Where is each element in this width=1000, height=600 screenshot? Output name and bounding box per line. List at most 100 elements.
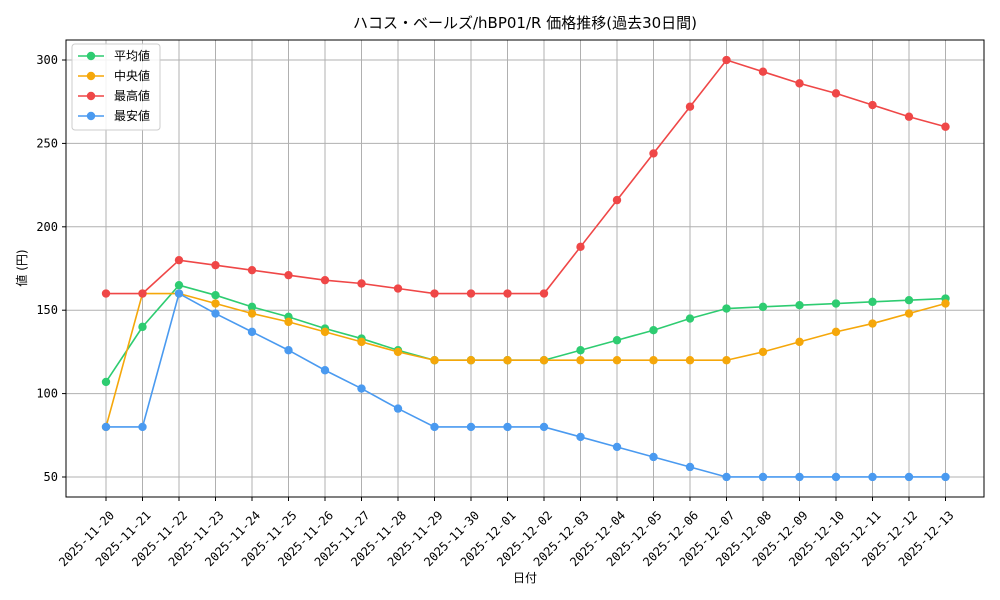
data-point-min xyxy=(174,289,184,298)
data-point-min xyxy=(941,472,950,482)
data-point-max xyxy=(904,112,914,121)
data-point-median xyxy=(576,356,585,365)
legend-marker-min xyxy=(86,111,96,121)
y-tick-label: 250 xyxy=(36,136,58,150)
data-point-average xyxy=(685,314,695,323)
data-point-min xyxy=(576,432,585,442)
legend-marker-median xyxy=(86,71,96,81)
data-point-average xyxy=(868,297,877,307)
data-point-min xyxy=(795,472,804,482)
data-point-max xyxy=(284,270,293,280)
data-point-max xyxy=(247,265,257,275)
data-point-max xyxy=(795,79,804,88)
data-point-min xyxy=(320,366,330,375)
data-point-average xyxy=(758,302,768,312)
series-layer xyxy=(101,55,950,482)
data-point-average xyxy=(904,295,914,305)
data-point-min xyxy=(503,422,512,432)
data-point-median xyxy=(430,356,439,365)
data-point-average xyxy=(101,377,111,387)
data-point-min xyxy=(247,327,257,337)
data-point-max xyxy=(430,289,439,298)
legend-label-max: 最高値 xyxy=(114,88,150,103)
data-point-median xyxy=(284,317,293,327)
data-point-median xyxy=(503,356,512,365)
data-point-min xyxy=(539,422,549,432)
data-point-median xyxy=(211,299,220,308)
data-point-average xyxy=(722,304,731,313)
series-line-min xyxy=(106,292,946,478)
data-point-max xyxy=(503,289,512,298)
data-point-max xyxy=(758,67,768,76)
data-point-min xyxy=(904,472,914,482)
series-line-max xyxy=(106,59,946,295)
data-point-median xyxy=(393,347,403,357)
y-axis-title: 値 (円) xyxy=(14,249,29,286)
data-point-average xyxy=(795,300,804,310)
y-tick-label: 300 xyxy=(36,53,58,67)
data-point-median xyxy=(831,327,841,337)
data-point-average xyxy=(247,302,257,312)
data-point-median xyxy=(795,337,804,347)
data-point-min xyxy=(466,422,476,432)
data-point-min xyxy=(868,472,877,482)
data-point-median xyxy=(649,356,658,365)
data-point-min xyxy=(612,442,622,452)
data-point-median xyxy=(320,327,330,337)
data-point-median xyxy=(612,356,622,365)
y-tick-label: 200 xyxy=(36,220,58,234)
data-point-max xyxy=(138,289,147,298)
data-point-median xyxy=(357,337,366,347)
data-point-min xyxy=(393,404,403,413)
data-point-min xyxy=(722,472,731,482)
data-point-average xyxy=(138,322,147,332)
data-point-max xyxy=(539,289,549,298)
data-point-min xyxy=(649,452,658,462)
chart-title: ハコス・ベールズ/hBP01/R 価格推移(過去30日間) xyxy=(353,14,697,32)
data-point-max xyxy=(101,289,111,298)
data-point-max xyxy=(649,149,658,158)
y-tick-label: 50 xyxy=(44,470,58,484)
data-point-min xyxy=(430,422,439,432)
data-point-min xyxy=(138,422,147,432)
data-point-median xyxy=(941,299,950,308)
data-point-max xyxy=(685,102,695,111)
y-tick-label: 100 xyxy=(36,387,58,401)
y-axis-ticks: 50 100 150 200 250 300 xyxy=(36,53,66,484)
data-point-max xyxy=(320,275,330,285)
data-point-median xyxy=(722,356,731,365)
data-point-max xyxy=(722,55,731,65)
data-point-max xyxy=(174,255,184,265)
data-point-median xyxy=(868,319,877,328)
data-point-average xyxy=(211,290,220,300)
legend-label-median: 中央値 xyxy=(114,68,150,83)
data-point-average xyxy=(649,326,658,335)
data-point-min xyxy=(685,462,695,472)
legend-marker-average xyxy=(86,51,96,61)
legend-marker-max xyxy=(86,91,96,101)
series-line-average xyxy=(105,284,946,383)
data-point-min xyxy=(284,346,293,355)
data-point-average xyxy=(612,336,622,345)
data-point-max xyxy=(941,122,950,131)
legend-label-min: 最安値 xyxy=(114,108,150,123)
data-point-median xyxy=(247,309,257,318)
data-point-max xyxy=(868,100,877,110)
data-point-median xyxy=(904,309,914,318)
data-point-median xyxy=(685,356,695,365)
y-tick-label: 150 xyxy=(36,303,58,317)
data-point-min xyxy=(101,422,111,432)
x-axis-ticks: 2025-11-202025-11-212025-11-222025-11-23… xyxy=(56,497,957,569)
data-point-median xyxy=(466,356,476,365)
data-point-average xyxy=(576,346,585,355)
data-point-max xyxy=(393,284,403,293)
data-point-max xyxy=(466,289,476,298)
data-point-min xyxy=(831,472,841,482)
data-point-average xyxy=(174,280,184,290)
data-point-min xyxy=(357,384,366,393)
data-point-median xyxy=(758,347,768,357)
data-point-max xyxy=(357,279,366,288)
legend-box xyxy=(71,43,161,131)
